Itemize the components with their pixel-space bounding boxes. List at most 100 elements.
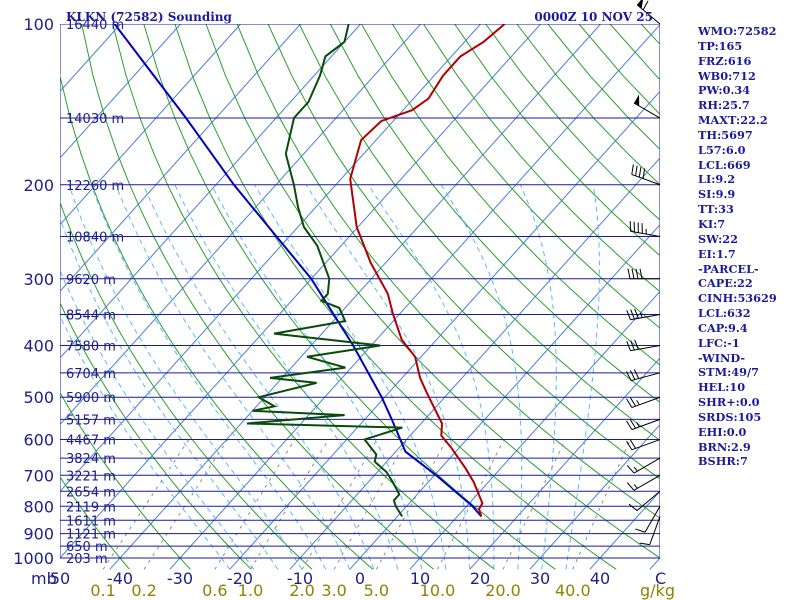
temperature-profile (349, 24, 506, 517)
pressure-unit-label: mb (31, 569, 57, 588)
barb-flag (635, 528, 646, 533)
pressure-tick-label: 200 (23, 176, 54, 195)
dry-adiabat (60, 476, 130, 570)
index-item: TP:165 (698, 38, 743, 53)
index-item: L57:6.0 (698, 142, 746, 157)
barb-flag (629, 439, 636, 449)
barb-flag (626, 420, 633, 430)
index-item: WMO:72582 (698, 24, 777, 38)
dry-adiabat (236, 24, 660, 519)
wind-barb (631, 164, 661, 186)
barb-flag (626, 482, 635, 491)
isotherm (529, 423, 660, 570)
barb-half-flag (636, 400, 640, 406)
moist-adiabat (115, 184, 351, 570)
index-item: LCL:632 (698, 306, 751, 321)
barb-flag (628, 503, 638, 511)
height-label: 8544 m (66, 309, 116, 324)
temperature-tick-label: 40 (590, 569, 610, 588)
isotherm (109, 24, 601, 570)
index-item: MAXT:22.2 (698, 113, 768, 128)
mixing-ratio-tick-label: 0.6 (202, 581, 227, 600)
isotherm (60, 24, 241, 226)
dry-adiabat (423, 24, 660, 293)
mixing-ratio-tick-label: 3.0 (321, 581, 346, 600)
height-label: 203 m (66, 552, 108, 567)
barb-flag (639, 542, 650, 546)
height-label: 5900 m (66, 391, 116, 406)
barb-flag (633, 369, 640, 379)
pressure-tick-label: 400 (23, 337, 54, 356)
mixing-ratio-line (333, 439, 408, 570)
moist-adiabat (174, 184, 399, 570)
barb-pennant (637, 0, 643, 9)
index-item: LI:9.2 (698, 172, 736, 187)
height-label: 2119 m (66, 500, 116, 515)
index-item: KI:7 (698, 216, 726, 231)
isotherm (60, 24, 421, 426)
dry-adiabat (360, 24, 660, 366)
barb-flag (626, 440, 633, 451)
wind-barb (626, 339, 661, 352)
wind-barb (626, 418, 661, 431)
parcel-profile (113, 24, 483, 518)
dry-adiabat (205, 24, 660, 559)
index-item: BRN:2.9 (698, 439, 751, 454)
isotherm (169, 24, 660, 570)
barb-half-flag (639, 312, 643, 318)
mixing-ratio-tick-label: 0.2 (131, 581, 156, 600)
moist-adiabat (565, 184, 600, 570)
index-item: BSHR:7 (698, 454, 748, 469)
background-lines (60, 24, 660, 570)
barb-shaft (630, 372, 661, 382)
isotherm (469, 357, 660, 570)
temperature-tick-label: 50 (50, 569, 70, 588)
barb-shaft (630, 345, 661, 352)
dry-adiabat (298, 24, 660, 441)
temperature-tick-label: 30 (530, 569, 550, 588)
dry-adiabat (267, 24, 660, 480)
barb-flag (629, 397, 636, 407)
pressure-tick-label: 500 (23, 388, 54, 407)
index-item: -PARCEL- (698, 261, 759, 276)
index-item: EHI:0.0 (698, 424, 747, 439)
isotherm (60, 24, 181, 159)
barb-flag (626, 398, 633, 408)
height-label: 16440 m (66, 18, 124, 33)
wind-barb (627, 268, 660, 280)
barb-shaft (633, 474, 661, 491)
isotherm (229, 90, 660, 570)
mixing-ratio-line (375, 439, 448, 570)
dry-adiabat (143, 24, 556, 570)
barb-flag (631, 268, 635, 279)
barb-flag (629, 419, 636, 429)
moist-adiabat (60, 217, 279, 570)
mixing-ratio-line (572, 439, 631, 570)
index-item: SRDS:105 (698, 409, 762, 424)
index-item: SI:9.9 (698, 187, 736, 202)
mixing-ratio-tick-label: 1.0 (238, 581, 263, 600)
barb-flag (635, 268, 639, 279)
pressure-tick-label: 900 (23, 525, 54, 544)
index-item: FRZ:616 (698, 53, 752, 68)
index-item: PW:0.34 (698, 83, 751, 98)
mixing-ratio-tick-label: 2.0 (289, 581, 314, 600)
barb-flag (638, 167, 642, 178)
barb-shaft (631, 439, 661, 451)
moist-adiabat (60, 269, 255, 570)
index-item: TH:5697 (698, 127, 753, 142)
moist-adiabat (211, 184, 423, 570)
temperature-tick-label: -30 (167, 569, 193, 588)
mixing-ratio-line (250, 439, 329, 570)
barb-shaft (636, 4, 661, 25)
barb-flag (631, 164, 634, 175)
axis-labels: KLKN (72582) Sounding 0000Z 10 NOV 25 mb… (13, 10, 675, 600)
height-label: 6704 m (66, 367, 116, 382)
temperature-tick-label: 10 (410, 569, 430, 588)
barb-flag (626, 341, 631, 351)
moist-adiabat (367, 184, 495, 570)
barb-flag (634, 308, 639, 319)
mixing-ratio-tick-label: 10.0 (420, 581, 456, 600)
pressure-tick-label: 300 (23, 270, 54, 289)
wind-barb (629, 221, 661, 237)
